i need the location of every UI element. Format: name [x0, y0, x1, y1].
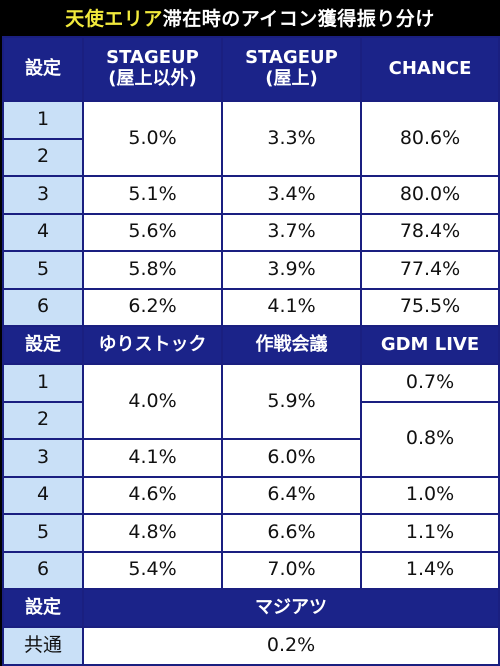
value-cell: 1.1% [360, 513, 500, 553]
setting-cell: 4 [2, 475, 84, 515]
setting-cell: 5 [2, 250, 84, 290]
value-cell: 5.1% [82, 175, 223, 215]
setting-cell: 6 [2, 550, 84, 590]
section1-header-row: 設定 STAGEUP (屋上以外) STAGEUP (屋上) CHANCE [2, 36, 500, 102]
value-cell: 4.0% [82, 363, 223, 440]
value-cell: 3.7% [221, 212, 362, 252]
value-cell: 1.4% [360, 550, 500, 590]
table-row: 4 5.6% 3.7% 78.4% [2, 212, 500, 252]
header-setting: 設定 [2, 588, 84, 628]
header-majiatsu: マジアツ [82, 588, 500, 628]
header-strategy-meeting: 作戦会議 [221, 325, 362, 365]
value-cell: 0.7% [360, 363, 500, 403]
setting-cell: 4 [2, 212, 84, 252]
setting-cell: 1 [2, 363, 84, 403]
value-cell: 0.2% [82, 626, 500, 666]
header-gdm-live: GDM LIVE [360, 325, 500, 365]
value-cell: 4.1% [82, 438, 223, 478]
value-cell: 4.1% [221, 287, 362, 327]
value-cell: 5.4% [82, 550, 223, 590]
setting-cell: 1 [2, 100, 84, 140]
header-setting: 設定 [2, 325, 84, 365]
title-rest: 滞在時のアイコン獲得振り分け [162, 7, 435, 30]
table-row: 3 4.1% 6.0% [2, 438, 499, 478]
value-cell: 1.0% [360, 475, 500, 515]
value-cell: 6.4% [221, 475, 362, 515]
table-row: 共通 0.2% [2, 626, 500, 666]
value-cell: 6.2% [82, 287, 223, 327]
table-row: 6 6.2% 4.1% 75.5% [2, 287, 500, 327]
value-cell: 80.6% [360, 100, 500, 177]
value-cell: 7.0% [221, 550, 362, 590]
header-label-line: STAGEUP [245, 47, 338, 69]
table-row: 2 0.8% [2, 400, 500, 478]
table-row: 5 4.8% 6.6% 1.1% [2, 513, 500, 553]
header-yuri-stock: ゆりストック [82, 325, 223, 365]
setting-cell: 3 [2, 438, 84, 478]
value-cell: 78.4% [360, 212, 500, 252]
value-cell: 4.6% [82, 475, 223, 515]
setting-cell: 2 [2, 400, 84, 440]
header-stageup-rooftop: STAGEUP (屋上) [221, 36, 362, 102]
value-cell: 6.0% [221, 438, 362, 478]
table-row: 3 5.1% 3.4% 80.0% [2, 175, 500, 215]
header-stageup-non-rooftop: STAGEUP (屋上以外) [82, 36, 223, 102]
section3-header-row: 設定 マジアツ [2, 588, 500, 628]
value-cell: 0.8% [360, 400, 500, 478]
table-row: 1 4.0% 5.9% 0.7% [2, 363, 500, 440]
title-highlight: 天使エリア [65, 7, 163, 30]
table-row: 4 4.6% 6.4% 1.0% [2, 475, 500, 515]
value-cell: 5.9% [221, 363, 362, 440]
value-cell: 6.6% [221, 513, 362, 553]
section2-header-row: 設定 ゆりストック 作戦会議 GDM LIVE [2, 325, 500, 365]
value-cell: 5.0% [82, 100, 223, 177]
table-row: 5 5.8% 3.9% 77.4% [2, 250, 500, 290]
setting-cell: 3 [2, 175, 84, 215]
value-cell: 5.6% [82, 212, 223, 252]
header-setting: 設定 [2, 36, 84, 102]
header-label-line: STAGEUP [106, 47, 199, 69]
setting-cell: 2 [2, 137, 84, 177]
value-cell: 77.4% [360, 250, 500, 290]
value-cell: 3.9% [221, 250, 362, 290]
setting-cell: 共通 [2, 626, 84, 666]
setting-cell: 6 [2, 287, 84, 327]
header-label-line: (屋上以外) [108, 68, 197, 89]
value-cell: 80.0% [360, 175, 500, 215]
table-row: 6 5.4% 7.0% 1.4% [2, 550, 500, 590]
value-cell: 3.3% [221, 100, 362, 177]
table-row: 2 [2, 137, 499, 177]
value-cell: 5.8% [82, 250, 223, 290]
header-chance: CHANCE [360, 36, 500, 102]
setting-cell: 5 [2, 513, 84, 553]
value-cell: 3.4% [221, 175, 362, 215]
table-row: 1 5.0% 3.3% 80.6% [2, 100, 500, 177]
value-cell: 4.8% [82, 513, 223, 553]
value-cell: 75.5% [360, 287, 500, 327]
icon-distribution-table: 設定 STAGEUP (屋上以外) STAGEUP (屋上) CHANCE 1 … [2, 36, 500, 666]
page-title: 天使エリア 滞在時のアイコン獲得振り分け [0, 0, 500, 34]
header-label-line: (屋上) [265, 68, 318, 89]
